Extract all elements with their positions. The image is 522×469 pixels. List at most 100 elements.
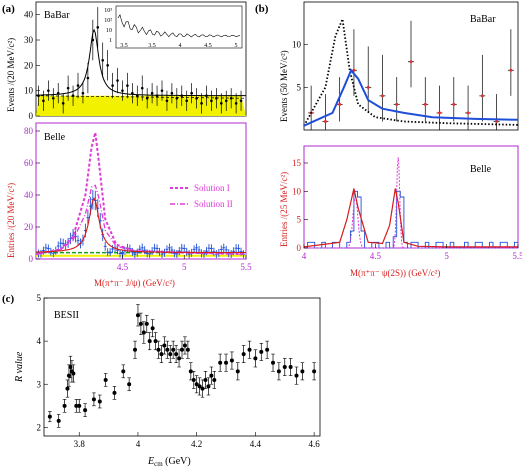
a-top-point [81, 91, 85, 95]
c-point [144, 321, 149, 326]
c-point [147, 339, 152, 344]
b-top-point [323, 119, 327, 123]
a-top-point [145, 96, 149, 100]
a-top-point [190, 91, 193, 95]
c-point [229, 358, 234, 363]
a-top-point [210, 99, 213, 103]
b-top-ytick-label: 10 [292, 40, 302, 50]
a-top-point [42, 99, 45, 103]
a-top-background-line [35, 95, 247, 99]
c-point [241, 352, 246, 357]
a-top-experiment: BaBar [44, 10, 70, 21]
c-point [97, 399, 102, 404]
a-top-point [224, 99, 228, 103]
b-top-point [466, 111, 470, 115]
b-top-point [438, 111, 442, 115]
a-inset-curve [117, 14, 241, 38]
b-top-point [452, 102, 456, 106]
c-frame [43, 297, 321, 437]
b-bottom-ytick-label: 5 [297, 215, 302, 225]
b-bottom-ytick-label: 0 [297, 243, 302, 253]
c-point [209, 373, 214, 378]
b-top-fit-curve [303, 68, 519, 127]
c-xlabel: Ecm (GeV) [147, 456, 191, 468]
a-bottom-frame [35, 122, 247, 260]
a-top-point [51, 96, 55, 100]
c-xlabel-unit: (GeV) [163, 456, 191, 467]
a-top-ylabel: Events /(20 MeV/c²) [6, 38, 16, 112]
a-top-ytick-label: 40 [24, 10, 34, 20]
c-ylabel: R value [14, 351, 25, 383]
c-point [103, 377, 108, 382]
a-inset-ytick-label: 10² [104, 18, 112, 24]
a-bottom-experiment: Belle [44, 132, 66, 143]
a-top-point [101, 58, 105, 62]
b-top-point [409, 60, 413, 64]
b-top-dotted-curve [303, 15, 519, 127]
a-top-point [200, 102, 203, 105]
panel-b-babar: BaBar Events (50 MeV/c²) 5 10 [279, 1, 519, 131]
c-point [182, 343, 187, 348]
a-top-point [150, 91, 154, 95]
c-point [91, 397, 96, 402]
a-top-point [140, 86, 144, 90]
panel-a-belle: Belle Entries /(20 MeV/c²) 0 20 40 60 80 4.5… [6, 122, 252, 288]
c-xtick-label: 3.8 [74, 439, 86, 449]
c-point [180, 347, 184, 352]
b-top-experiment: BaBar [470, 14, 496, 25]
c-experiment: BESII [54, 310, 79, 321]
a-inset-xtick-label: 3.5 [148, 43, 156, 49]
c-point [138, 321, 143, 326]
c-point [253, 356, 258, 361]
a-top-point [96, 26, 100, 29]
a-inset-xtick-label: 4.5 [204, 43, 212, 49]
b-bottom-ylabel: Entries /(25 MeV/c²) [279, 172, 289, 247]
a-bottom-xlabel: M(π⁺π⁻ J/ψ) (GeV/c²) [94, 278, 175, 288]
a-top-point [170, 91, 174, 95]
c-point [159, 352, 164, 357]
b-bottom-ytick-label: 15 [292, 158, 302, 168]
a-top-point [121, 89, 124, 92]
b-bottom-histogram [304, 190, 518, 249]
c-point [156, 347, 161, 352]
c-point [71, 371, 76, 376]
a-inset-ytick-label: 10 [106, 28, 112, 34]
a-bottom-ylabel: Entries /(20 MeV/c²) [6, 183, 16, 258]
c-point [165, 347, 170, 352]
a-top-point [116, 79, 119, 82]
b-top-ytick-label: 5 [297, 82, 302, 92]
b-top-point [423, 102, 427, 106]
c-point [65, 386, 70, 391]
c-xtick-label: 4.4 [250, 439, 262, 449]
c-point [224, 360, 229, 365]
a-bottom-legend: Solution I Solution II [170, 183, 233, 209]
c-xlabel-main: E [147, 456, 154, 467]
c-point [259, 349, 264, 354]
b-top-point [395, 102, 399, 106]
b-top-point [366, 85, 370, 89]
a-top-inset-frame [115, 5, 243, 49]
b-bottom-fit-curve [303, 188, 518, 248]
c-point [300, 369, 305, 374]
c-point [171, 347, 176, 352]
a-bottom-ytick-label: 60 [24, 158, 34, 168]
c-point [312, 369, 317, 374]
b-bottom-frame [303, 145, 519, 249]
a-top-point [71, 94, 75, 98]
c-point [121, 369, 126, 374]
a-inset-xtick-label: 3.5 [120, 43, 128, 49]
c-ytick-label: 4 [37, 336, 42, 346]
b-bottom-xlabel: M(π⁺π⁻ ψ(2S)) (GeV/c²) [350, 268, 440, 278]
c-point [174, 352, 179, 357]
c-point [162, 343, 167, 348]
a-top-point [165, 99, 169, 103]
a-top-point [76, 84, 80, 87]
a-top-point [47, 89, 50, 92]
c-point [153, 339, 158, 344]
c-point [203, 377, 208, 382]
a-bottom-ytick-label: 20 [24, 222, 34, 232]
c-point [83, 408, 88, 413]
c-point [141, 330, 146, 335]
b-top-point [480, 94, 484, 98]
a-bottom-ytick-label: 80 [24, 126, 34, 136]
